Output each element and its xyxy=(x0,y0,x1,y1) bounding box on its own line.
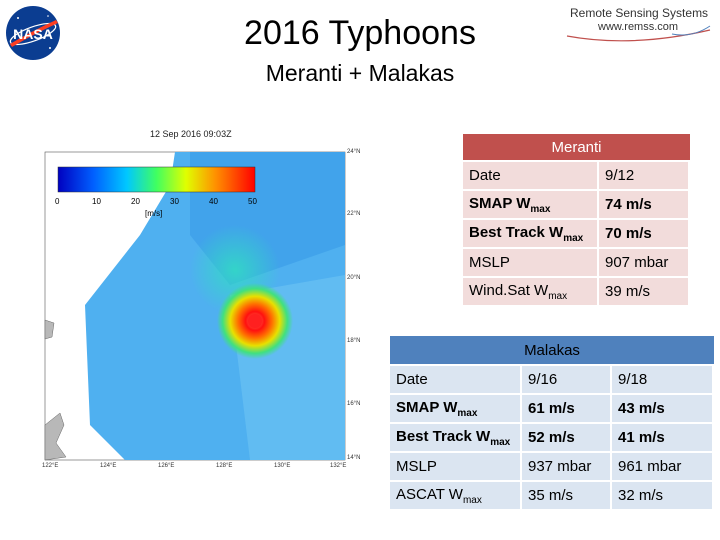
row-value: 35 m/s xyxy=(522,482,612,511)
row-value: 70 m/s xyxy=(599,220,690,249)
lon-label: 126°E xyxy=(158,463,175,469)
row-label: SMAP Wmax xyxy=(463,191,599,220)
table-row: Date 9/16 9/18 xyxy=(390,366,714,395)
colorbar-tick: 10 xyxy=(92,197,101,206)
page-title: 2016 Typhoons xyxy=(244,14,476,52)
map-timestamp: 12 Sep 2016 09:03Z xyxy=(150,129,232,139)
row-value: 61 m/s xyxy=(522,395,612,424)
row-value: 39 m/s xyxy=(599,278,690,307)
row-value: 32 m/s xyxy=(612,482,714,511)
malakas-table: Malakas Date 9/16 9/18 SMAP Wmax 61 m/s … xyxy=(390,336,714,511)
lat-label: 20°N xyxy=(347,275,361,281)
row-value: 41 m/s xyxy=(612,424,714,453)
colorbar-tick: 20 xyxy=(131,197,140,206)
row-value: 9/18 xyxy=(612,366,714,395)
lat-label: 14°N xyxy=(347,455,361,461)
table-row: Best Track Wmax 70 m/s xyxy=(463,220,690,249)
rss-logo: Remote Sensing Systems www.remss.com xyxy=(562,4,712,48)
lon-label: 122°E xyxy=(42,463,59,469)
row-value: 961 mbar xyxy=(612,453,714,482)
row-value: 9/12 xyxy=(599,162,690,191)
row-label: MSLP xyxy=(463,249,599,278)
map-image xyxy=(44,151,346,461)
lon-label: 124°E xyxy=(100,463,117,469)
meranti-table-header: Meranti xyxy=(463,134,690,162)
colorbar-tick: 50 xyxy=(248,197,257,206)
meranti-table: Meranti Date 9/12 SMAP Wmax 74 m/s Best … xyxy=(463,134,690,307)
row-label: Date xyxy=(463,162,599,191)
colorbar-tick: 0 xyxy=(55,197,60,206)
row-label: MSLP xyxy=(390,453,522,482)
wind-speed-map: 12 Sep 2016 09:03Z xyxy=(30,125,370,475)
row-value: 9/16 xyxy=(522,366,612,395)
table-row: SMAP Wmax 74 m/s xyxy=(463,191,690,220)
lat-label: 18°N xyxy=(347,338,361,344)
row-label: ASCAT Wmax xyxy=(390,482,522,511)
colorbar-tick: 30 xyxy=(170,197,179,206)
table-row: ASCAT Wmax 35 m/s 32 m/s xyxy=(390,482,714,511)
row-label: Wind.Sat Wmax xyxy=(463,278,599,307)
row-value: 74 m/s xyxy=(599,191,690,220)
row-value: 43 m/s xyxy=(612,395,714,424)
nasa-logo-text: NASA xyxy=(13,26,53,42)
rss-logo-url: www.remss.com xyxy=(598,21,679,33)
lon-label: 130°E xyxy=(274,463,291,469)
page-subtitle: Meranti + Malakas xyxy=(265,60,455,86)
nasa-logo: NASA xyxy=(6,6,60,60)
lon-label: 132°E xyxy=(330,463,347,469)
row-label: SMAP Wmax xyxy=(390,395,522,424)
table-row: Best Track Wmax 52 m/s 41 m/s xyxy=(390,424,714,453)
table-row: SMAP Wmax 61 m/s 43 m/s xyxy=(390,395,714,424)
table-row: MSLP 937 mbar 961 mbar xyxy=(390,453,714,482)
table-row: Date 9/12 xyxy=(463,162,690,191)
row-label: Best Track Wmax xyxy=(463,220,599,249)
row-value: 937 mbar xyxy=(522,453,612,482)
colorbar-tick: 40 xyxy=(209,197,218,206)
table-row: MSLP 907 mbar xyxy=(463,249,690,278)
malakas-table-header: Malakas xyxy=(390,336,714,366)
lat-label: 24°N xyxy=(347,149,361,155)
row-label: Best Track Wmax xyxy=(390,424,522,453)
row-label: Date xyxy=(390,366,522,395)
row-value: 52 m/s xyxy=(522,424,612,453)
lat-label: 22°N xyxy=(347,211,361,217)
lon-label: 128°E xyxy=(216,463,233,469)
colorbar-unit: [m/s] xyxy=(145,209,163,218)
table-row: Wind.Sat Wmax 39 m/s xyxy=(463,278,690,307)
rss-logo-name: Remote Sensing Systems xyxy=(570,6,709,20)
row-value: 907 mbar xyxy=(599,249,690,278)
lat-label: 16°N xyxy=(347,401,361,407)
